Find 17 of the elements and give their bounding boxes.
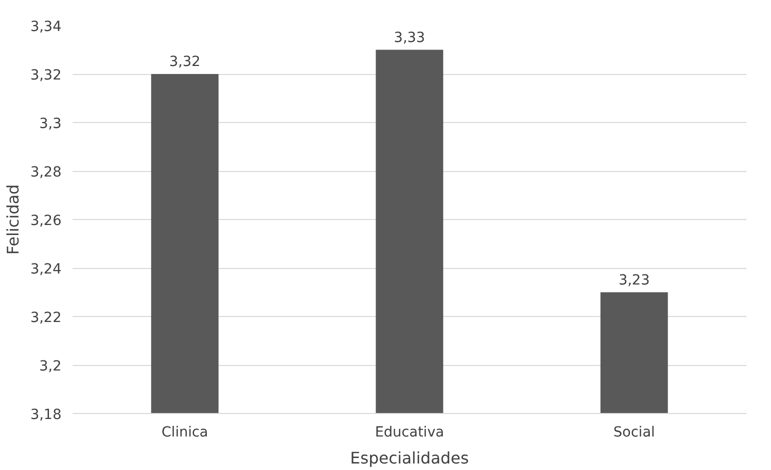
data-label: 3,23 [618, 272, 650, 288]
y-tick-label: 3,28 [30, 164, 62, 180]
y-tick-label: 3,32 [30, 68, 62, 84]
x-tick-label: Educativa [374, 424, 444, 440]
x-tick-label: Clinica [162, 424, 208, 440]
x-axis-title: Especialidades [350, 448, 469, 468]
y-tick-label: 3,34 [30, 19, 62, 35]
y-tick-label: 3,2 [39, 358, 62, 374]
y-tick-label: 3,3 [39, 116, 62, 132]
data-label: 3,33 [394, 30, 426, 46]
data-label: 3,32 [169, 54, 200, 70]
x-tick-label: Social [613, 424, 655, 440]
y-tick-label: 3,26 [30, 213, 62, 229]
y-tick-label: 3,18 [30, 407, 62, 423]
y-axis-title: Felicidad [3, 184, 22, 255]
y-tick-label: 3,24 [30, 262, 62, 278]
y-tick-label: 3,22 [30, 310, 62, 326]
